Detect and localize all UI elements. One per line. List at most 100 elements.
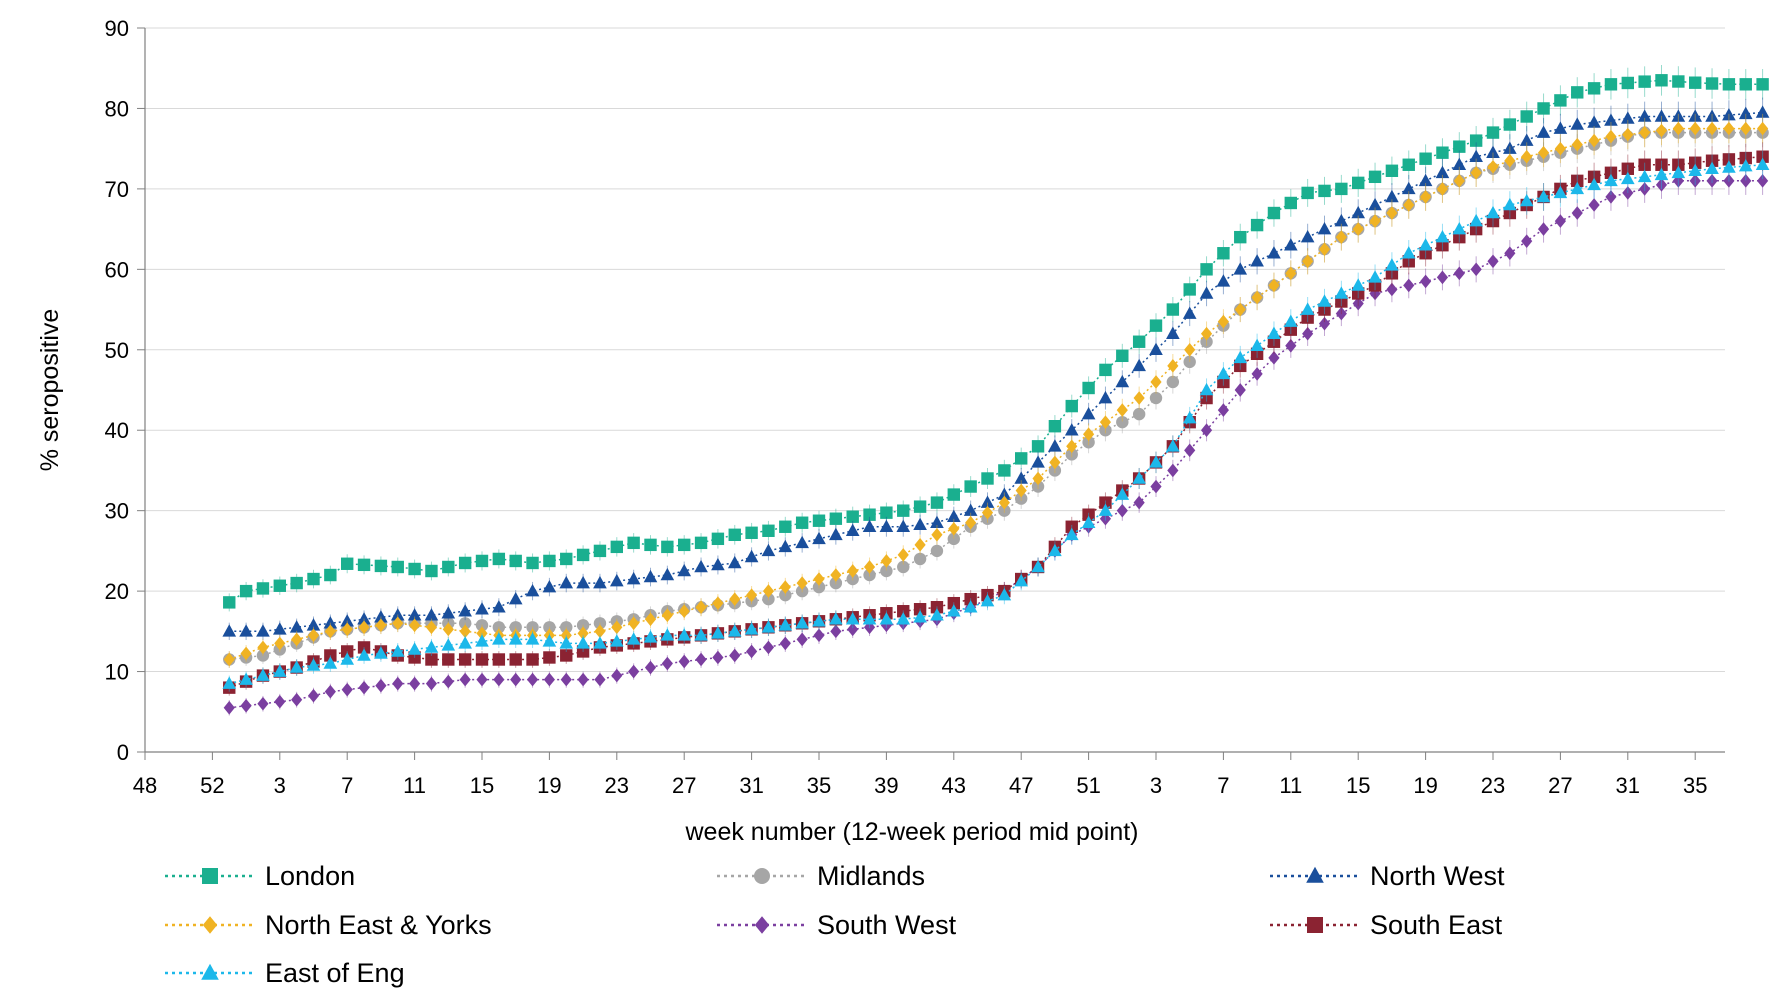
data-point — [1335, 230, 1347, 244]
x-axis-ticks: 48 52 3 7 11 15 19 23 27 31 35 39 43 47 51 3 7 11 15 19 23 27… — [133, 752, 1707, 798]
x-tick-label: 15 — [1346, 773, 1370, 798]
data-point — [509, 653, 522, 666]
data-point — [879, 519, 894, 533]
series-midlands — [223, 117, 1769, 668]
y-tick-label: 10 — [105, 660, 129, 685]
legend-item: Midlands — [717, 861, 925, 891]
data-point — [1150, 479, 1162, 494]
x-tick-label: 39 — [874, 773, 898, 798]
data-point — [492, 600, 506, 613]
data-point — [694, 536, 708, 550]
data-point — [1757, 121, 1769, 136]
data-point — [729, 592, 741, 606]
data-point — [1469, 134, 1483, 147]
x-tick-label: 51 — [1076, 773, 1100, 798]
data-point — [1133, 391, 1145, 405]
data-point — [1521, 149, 1533, 164]
data-point — [508, 592, 523, 605]
data-point — [812, 614, 826, 627]
data-point — [1099, 363, 1112, 377]
data-point — [1756, 150, 1769, 163]
legend-label: London — [265, 861, 355, 891]
data-point — [778, 539, 793, 553]
data-point — [542, 579, 557, 593]
data-point — [1065, 399, 1078, 413]
data-point — [1553, 185, 1568, 199]
data-point — [914, 538, 926, 552]
data-point — [1385, 164, 1399, 177]
data-point — [1740, 174, 1752, 188]
data-point — [1536, 189, 1551, 203]
data-point — [1671, 109, 1686, 122]
legend-item: East of Eng — [165, 958, 405, 988]
data-point — [272, 622, 287, 635]
data-point — [324, 649, 337, 662]
data-point — [1217, 247, 1230, 260]
data-point — [1486, 145, 1500, 158]
data-point — [1739, 151, 1752, 165]
data-point — [829, 612, 843, 625]
data-point — [1453, 174, 1465, 188]
data-point — [628, 616, 640, 631]
data-point — [593, 636, 607, 649]
data-point — [291, 692, 303, 707]
data-point — [306, 618, 321, 631]
data-point — [1015, 492, 1028, 505]
data-point — [407, 608, 422, 621]
data-point — [560, 628, 572, 643]
data-point — [913, 517, 927, 531]
data-point — [1738, 106, 1753, 120]
data-point — [1503, 141, 1517, 154]
data-point — [896, 612, 911, 625]
grid-lines — [145, 27, 1725, 673]
data-point — [761, 543, 776, 557]
data-point — [1318, 184, 1331, 198]
data-point — [289, 620, 304, 633]
data-point — [1504, 153, 1516, 168]
data-point — [1436, 270, 1449, 285]
data-point — [1082, 436, 1095, 449]
data-point — [526, 556, 539, 570]
data-point — [1066, 439, 1078, 454]
data-point — [1638, 75, 1651, 88]
data-point — [425, 676, 438, 691]
data-point — [1166, 375, 1180, 389]
data-point — [560, 672, 572, 687]
data-point — [492, 552, 506, 566]
data-point — [1722, 160, 1736, 173]
data-point — [1622, 186, 1634, 200]
data-point — [291, 632, 303, 647]
data-point — [863, 508, 876, 521]
data-point — [1486, 205, 1500, 219]
data-point — [1504, 246, 1516, 261]
data-point — [1200, 326, 1213, 341]
data-point — [1250, 218, 1264, 232]
data-point — [1689, 76, 1702, 89]
data-point — [863, 560, 876, 574]
series-group — [222, 64, 1770, 716]
data-point — [1014, 573, 1029, 587]
data-point — [1233, 350, 1248, 364]
data-point — [1419, 152, 1432, 165]
data-point — [458, 617, 472, 630]
y-tick-label: 90 — [105, 16, 129, 41]
data-point — [1132, 335, 1146, 348]
data-point — [1705, 109, 1719, 122]
x-tick-label: 35 — [1683, 773, 1707, 798]
data-point — [862, 519, 877, 533]
x-tick-label: 11 — [1279, 773, 1302, 798]
data-point — [1116, 403, 1128, 417]
legend-item: South East — [1270, 910, 1503, 940]
data-point — [930, 496, 944, 509]
data-point — [660, 567, 675, 581]
data-point — [1588, 133, 1600, 148]
data-point — [1149, 455, 1163, 468]
data-point — [1385, 258, 1399, 271]
data-point — [341, 682, 353, 697]
data-point — [1116, 415, 1129, 429]
data-point — [1318, 242, 1331, 257]
data-point — [1435, 165, 1450, 179]
data-point — [1216, 274, 1231, 287]
data-point — [391, 560, 404, 574]
